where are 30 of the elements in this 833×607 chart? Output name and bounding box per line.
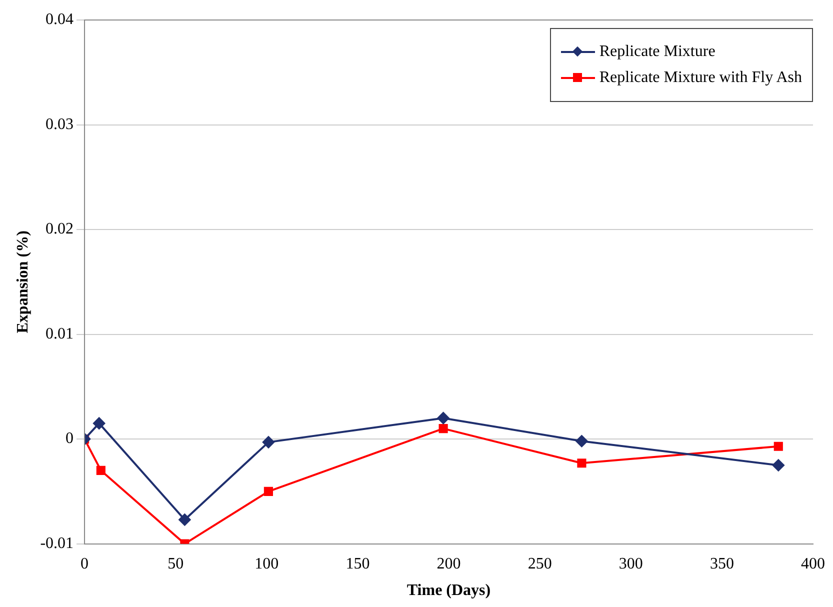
legend-label: Replicate Mixture — [599, 43, 716, 61]
y-tick-label: 0.03 — [46, 116, 74, 133]
point — [577, 458, 586, 468]
point — [178, 514, 191, 526]
y-axis-title: Expansion (%) — [14, 230, 32, 334]
x-tick-label: 0 — [80, 556, 89, 573]
x-tick-label: 250 — [528, 556, 552, 573]
x-tick-label: 50 — [168, 556, 184, 573]
y-tick-label: 0.02 — [46, 220, 74, 238]
y-tick-label: -0.01 — [40, 535, 74, 552]
y-tick-label: 0.01 — [46, 325, 74, 342]
point — [772, 459, 784, 472]
x-tick-label: 200 — [436, 556, 461, 573]
legend-label: Replicate Mixture with Fly Ash — [599, 69, 802, 87]
y-tick-label: 0 — [66, 430, 74, 448]
point — [96, 466, 106, 476]
x-tick-label: 350 — [710, 556, 734, 573]
point — [774, 442, 783, 451]
point — [576, 435, 588, 448]
x-tick-label: 400 — [801, 556, 825, 573]
point — [438, 424, 448, 434]
point — [264, 486, 274, 496]
point — [262, 436, 274, 448]
x-tick-label: 100 — [254, 556, 279, 573]
y-tick-label: 0.04 — [46, 11, 74, 28]
x-tick-label: 150 — [346, 556, 370, 573]
x-axis-title: Time (Days) — [406, 582, 491, 600]
point — [437, 412, 450, 424]
x-tick-label: 300 — [618, 556, 643, 573]
point — [93, 417, 106, 430]
